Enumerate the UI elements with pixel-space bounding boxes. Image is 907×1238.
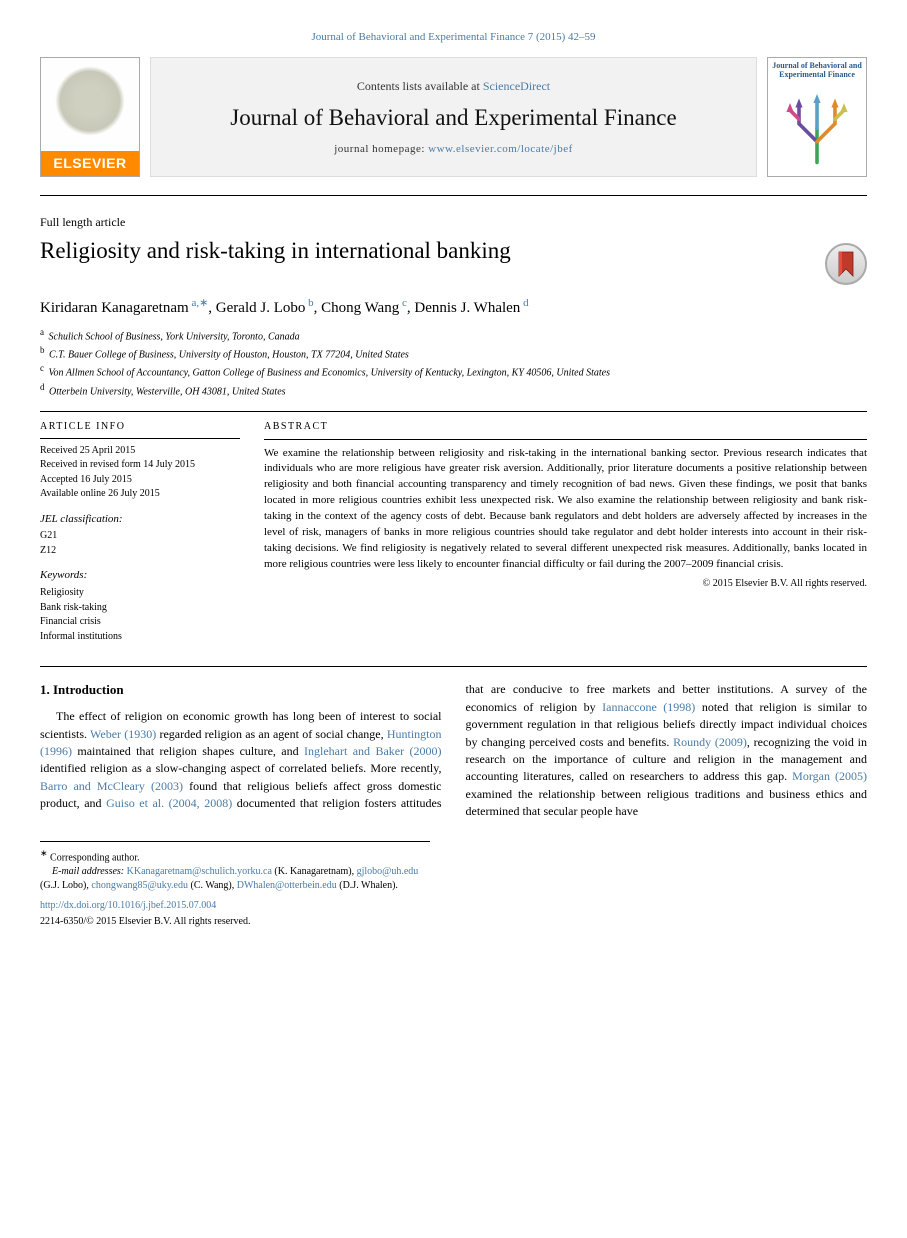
email-link[interactable]: gjlobo@uh.edu [357,866,419,877]
keyword: Religiosity [40,586,240,601]
email-link[interactable]: DWhalen@otterbein.edu [237,880,337,891]
affiliation: d Otterbein University, Westerville, OH … [40,381,867,399]
article-info-column: ARTICLE INFO Received 25 April 2015Recei… [40,420,240,654]
article-info-head: ARTICLE INFO [40,420,240,435]
history-item: Available online 26 July 2015 [40,487,240,502]
email-label: E-mail addresses: [52,866,124,877]
crossmark-button[interactable] [825,243,867,285]
sciencedirect-link[interactable]: ScienceDirect [483,79,550,93]
homepage-line: journal homepage: www.elsevier.com/locat… [334,142,573,157]
keyword: Financial crisis [40,615,240,630]
bookmark-icon [835,250,857,278]
footer-copyright: 2214-6350/© 2015 Elsevier B.V. All right… [40,915,430,929]
author: Chong Wang c [321,300,407,316]
affiliation-marker[interactable]: b [305,297,313,309]
email-link[interactable]: chongwang85@uky.edu [91,880,188,891]
footnotes: ∗ Corresponding author. E-mail addresses… [40,841,430,929]
homepage-link[interactable]: www.elsevier.com/locate/jbef [428,143,573,155]
divider [40,411,867,412]
cover-title: Journal of Behavioral and Experimental F… [772,62,862,80]
keywords-head: Keywords: [40,568,240,584]
history-item: Received in revised form 14 July 2015 [40,458,240,473]
section-label: Full length article [40,214,867,231]
journal-reference: Journal of Behavioral and Experimental F… [40,30,867,45]
keyword: Informal institutions [40,630,240,645]
author: Gerald J. Lobo b [216,300,314,316]
journal-banner: ELSEVIER Contents lists available at Sci… [40,57,867,177]
affiliation: c Von Allmen School of Accountancy, Gatt… [40,362,867,380]
authors: Kiridaran Kanagaretnam a,∗, Gerald J. Lo… [40,295,867,320]
corr-label: Corresponding author. [50,852,139,863]
jel-list: G21Z12 [40,529,240,558]
author: Kiridaran Kanagaretnam a,∗ [40,300,208,316]
contents-line: Contents lists available at ScienceDirec… [357,78,550,95]
asterisk-icon: ∗ [40,848,48,858]
article-title: Religiosity and risk-taking in internati… [40,237,815,266]
jel-code: Z12 [40,544,240,559]
elsevier-tree-icon [55,66,125,136]
affiliations: a Schulich School of Business, York Univ… [40,326,867,399]
affiliation-marker[interactable]: c [399,297,407,309]
publisher-name: ELSEVIER [41,151,139,177]
body-paragraph: The effect of religion on economic growt… [40,681,867,820]
body-columns: 1. Introduction The effect of religion o… [40,681,867,820]
doi-link[interactable]: http://dx.doi.org/10.1016/j.jbef.2015.07… [40,899,430,913]
affiliation: a Schulich School of Business, York Univ… [40,326,867,344]
keywords-list: ReligiosityBank risk-takingFinancial cri… [40,586,240,644]
affiliation-marker[interactable]: d [520,297,528,309]
jel-code: G21 [40,529,240,544]
history-item: Received 25 April 2015 [40,444,240,459]
affiliation-marker[interactable]: a,∗ [189,297,209,309]
banner-center: Contents lists available at ScienceDirec… [150,57,757,177]
cover-art-icon [781,84,853,172]
abstract-head: ABSTRACT [264,420,867,435]
email-link[interactable]: KKanagaretnam@schulich.yorku.ca [127,866,272,877]
affiliation: b C.T. Bauer College of Business, Univer… [40,344,867,362]
history-item: Accepted 16 July 2015 [40,473,240,488]
intro-heading: 1. Introduction [40,681,442,700]
abstract-text: We examine the relationship between reli… [264,446,867,574]
author: Dennis J. Whalen d [414,300,528,316]
publisher-logo[interactable]: ELSEVIER [40,57,140,177]
corresponding-note: ∗ Corresponding author. [40,847,430,865]
homepage-prefix: journal homepage: [334,143,428,155]
abstract-column: ABSTRACT We examine the relationship bet… [264,420,867,654]
journal-cover[interactable]: Journal of Behavioral and Experimental F… [767,57,867,177]
keyword: Bank risk-taking [40,601,240,616]
jel-head: JEL classification: [40,512,240,528]
article-history: Received 25 April 2015Received in revise… [40,444,240,502]
divider [40,666,867,667]
divider [40,195,867,196]
journal-name: Journal of Behavioral and Experimental F… [230,104,676,132]
abstract-copyright: © 2015 Elsevier B.V. All rights reserved… [264,577,867,592]
emails-block: E-mail addresses: KKanagaretnam@schulich… [40,865,430,893]
contents-prefix: Contents lists available at [357,79,483,93]
